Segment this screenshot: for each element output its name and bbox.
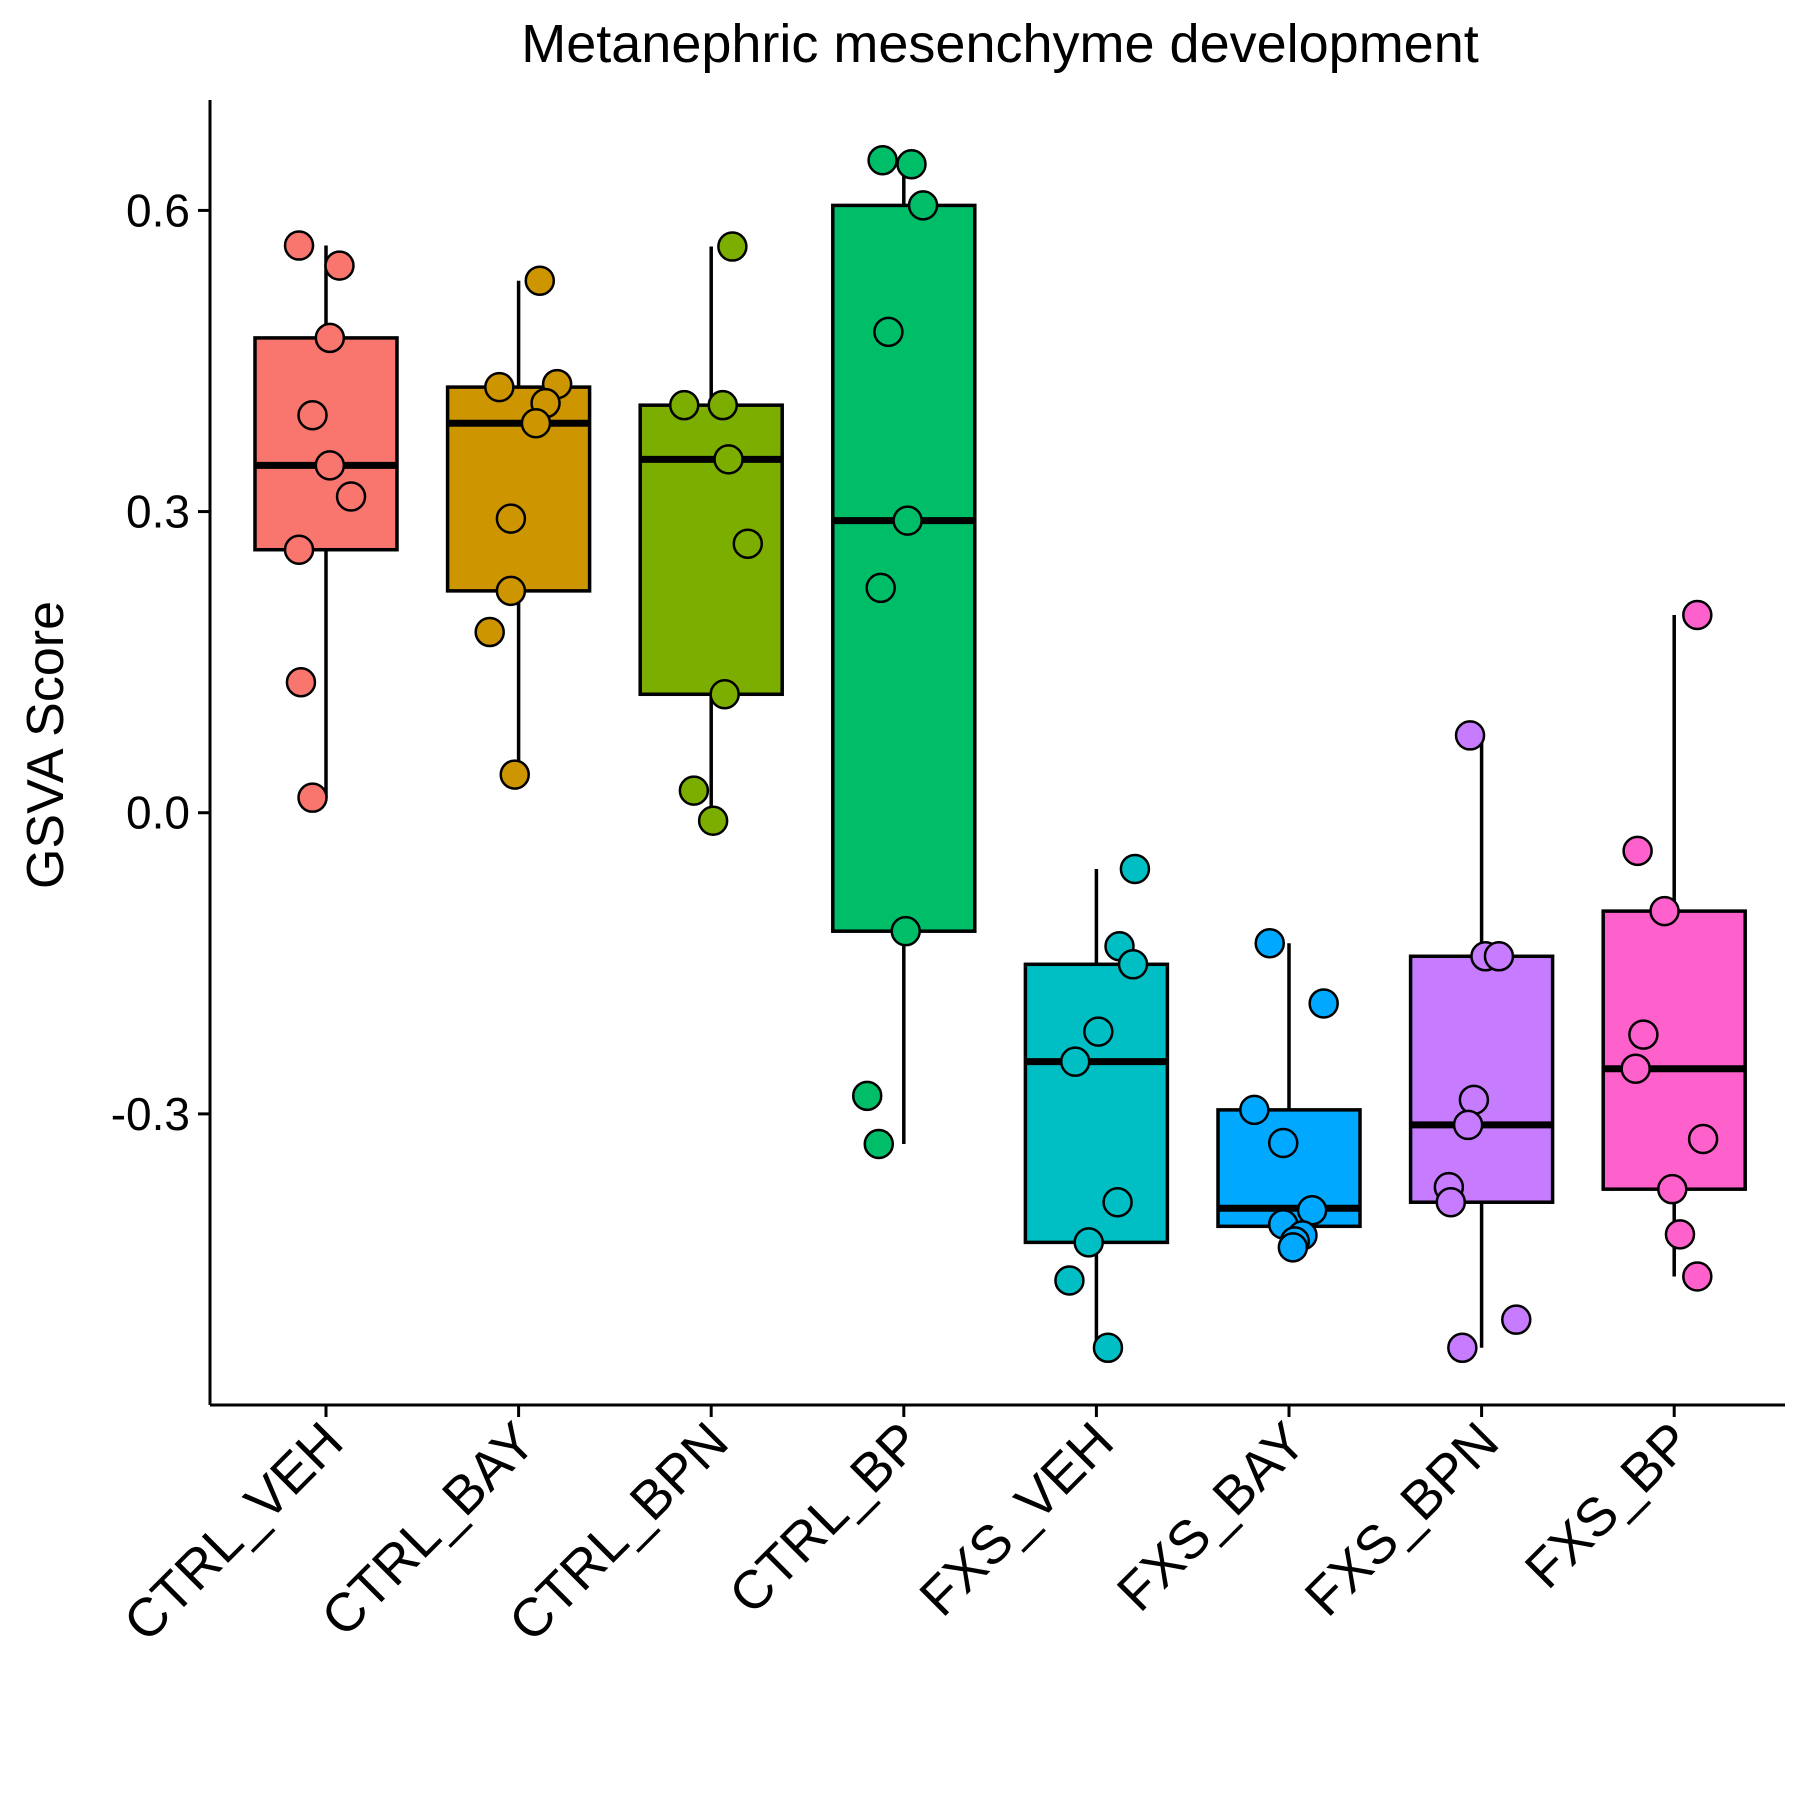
data-point <box>324 250 355 281</box>
box-group-fxs-bpn <box>1408 720 1555 1364</box>
x-tick-label: FXS_BP <box>1514 1411 1703 1600</box>
data-point <box>1687 1123 1719 1155</box>
data-point <box>1447 1332 1478 1364</box>
plot-area <box>253 144 1747 1364</box>
data-point <box>495 575 527 607</box>
data-point <box>1649 895 1680 927</box>
data-point <box>1483 941 1515 972</box>
data-point <box>1073 1227 1104 1258</box>
data-point <box>484 371 515 403</box>
data-point <box>896 148 927 180</box>
data-point <box>1254 927 1285 959</box>
data-point <box>1267 1127 1299 1159</box>
data-point <box>1454 720 1486 751</box>
data-point <box>283 534 315 565</box>
data-point <box>1501 1304 1532 1335</box>
y-axis-title: GSVA Score <box>17 601 75 889</box>
data-point <box>1657 1173 1688 1205</box>
box <box>1023 962 1170 1245</box>
y-tick-label: 0.6 <box>126 184 190 236</box>
data-point <box>1102 1186 1133 1218</box>
data-point <box>709 679 740 710</box>
data-point <box>1622 835 1653 867</box>
data-point <box>732 528 764 559</box>
chart-title: Metanephric mesenchyme development <box>521 14 1479 74</box>
data-point <box>520 407 552 439</box>
y-tick-label: 0.3 <box>126 486 190 538</box>
data-point <box>717 231 748 262</box>
data-point <box>851 1080 883 1112</box>
data-point <box>1682 599 1713 631</box>
box-group-ctrl-bp <box>831 144 977 1160</box>
data-point <box>1682 1261 1713 1292</box>
box <box>831 203 977 933</box>
data-point <box>495 503 527 534</box>
data-point <box>907 190 939 221</box>
data-point <box>1083 1016 1114 1047</box>
x-tick-label: FXS_BAY <box>1106 1411 1318 1623</box>
data-point <box>678 775 710 806</box>
y-tick-label: 0.0 <box>126 787 190 839</box>
box <box>445 385 592 593</box>
data-point <box>863 1128 895 1160</box>
data-point <box>1308 988 1339 1019</box>
x-tick-label: FXS_VEH <box>908 1411 1124 1627</box>
x-tick-label: CTRL_VEH <box>113 1411 355 1653</box>
data-point <box>283 230 315 261</box>
data-point <box>1059 1046 1091 1077</box>
data-point <box>707 389 739 421</box>
data-point <box>865 572 896 604</box>
box-group-ctrl-bpn <box>638 231 784 837</box>
data-point <box>1092 1332 1124 1364</box>
data-point <box>314 450 346 481</box>
data-point <box>1452 1109 1484 1141</box>
data-point <box>1239 1094 1270 1126</box>
box-group-fxs-veh <box>1023 853 1170 1364</box>
data-point <box>1054 1265 1085 1296</box>
data-point <box>1296 1195 1328 1226</box>
data-point <box>873 316 904 348</box>
data-point <box>668 389 700 421</box>
box-group-ctrl-bay <box>445 265 592 790</box>
data-point <box>1664 1219 1696 1250</box>
data-point <box>1458 1084 1490 1116</box>
data-point <box>297 782 328 813</box>
data-point <box>524 265 556 296</box>
data-point <box>892 505 923 536</box>
data-point <box>1117 949 1149 980</box>
data-point <box>335 481 367 512</box>
x-tick-label: FXS_BPN <box>1294 1411 1510 1627</box>
data-point <box>474 616 505 648</box>
data-point <box>1628 1019 1659 1050</box>
x-tick-label: CTRL_BP <box>718 1411 932 1625</box>
box <box>253 336 399 552</box>
data-point <box>1620 1053 1651 1084</box>
data-point <box>713 444 744 475</box>
box <box>1601 909 1747 1191</box>
data-point <box>297 399 328 431</box>
data-point <box>1277 1232 1309 1263</box>
box-group-fxs-bp <box>1601 599 1747 1292</box>
box-group-ctrl-veh <box>253 230 399 813</box>
data-point <box>314 322 346 354</box>
data-point <box>890 915 921 947</box>
data-point <box>697 805 729 837</box>
data-point <box>867 144 898 176</box>
data-point <box>1435 1186 1467 1218</box>
box <box>1408 954 1555 1204</box>
box-group-fxs-bay <box>1216 927 1362 1263</box>
y-tick-label: -0.3 <box>111 1088 190 1140</box>
data-point <box>499 759 530 790</box>
data-point <box>285 666 317 698</box>
data-point <box>1119 853 1151 885</box>
